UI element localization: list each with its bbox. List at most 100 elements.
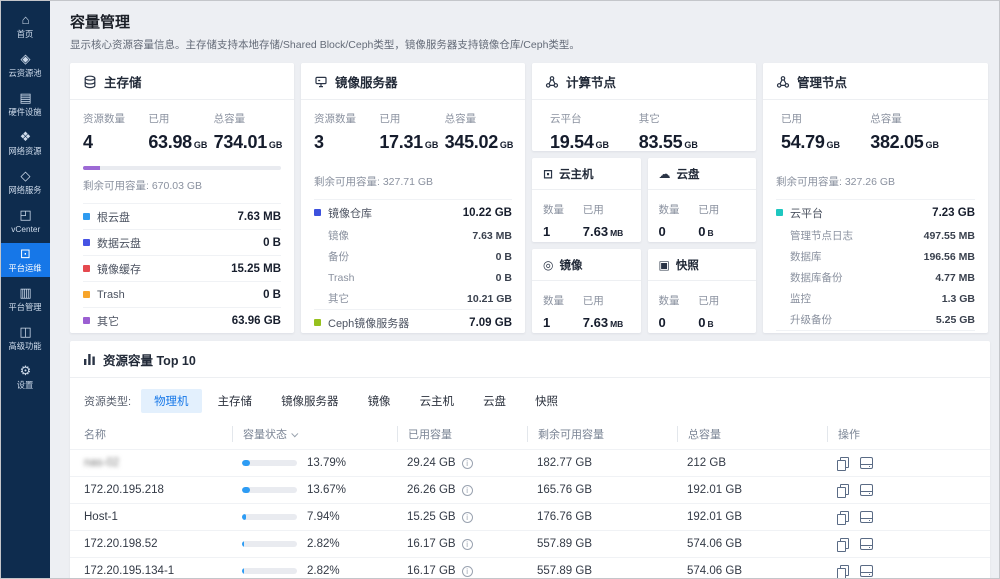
mini-card-title: 云主机: [559, 166, 594, 182]
copy-icon[interactable]: [837, 484, 848, 497]
resource-type-tab[interactable]: 快照: [522, 389, 571, 413]
sidebar-item[interactable]: ⚙ 设置: [1, 360, 50, 394]
stat-value: 345.02GB: [445, 132, 510, 153]
list-group: 镜像仓库 10.22 GB 镜像 7.63 MB: [314, 199, 512, 309]
sidebar-item[interactable]: ◫ 高级功能: [1, 321, 50, 355]
sidebar-item[interactable]: ◇ 网络服务: [1, 165, 50, 199]
cell-name: 172.20.195.134-1: [84, 565, 232, 577]
sidebar-item-icon: ◫: [19, 325, 31, 339]
list-item-label: 云平台: [790, 205, 932, 221]
resource-type-tab[interactable]: 云主机: [407, 389, 468, 413]
sidebar-item[interactable]: ◰ vCenter: [1, 204, 50, 238]
stat-value: 54.79GB: [781, 132, 870, 153]
resource-type-tab[interactable]: 云盘: [470, 389, 519, 413]
sidebar-item[interactable]: ❖ 网络资源: [1, 126, 50, 160]
cell-actions: [827, 538, 976, 551]
used-value: 0B: [698, 224, 738, 239]
image-server-header: 镜像服务器: [301, 63, 525, 100]
bar-chart-icon: [83, 353, 96, 366]
cell-actions: [827, 565, 976, 578]
info-icon[interactable]: [462, 485, 473, 496]
stat-label: 云平台: [550, 111, 639, 126]
mini-card-header: ◎ 镜像: [532, 249, 641, 281]
management-node-remaining: 剩余可用容量: 327.26 GB: [763, 174, 988, 195]
copy-icon[interactable]: [837, 538, 848, 551]
copy-icon[interactable]: [837, 511, 848, 524]
column-name: 名称: [84, 426, 232, 442]
used-value: 7.63MB: [583, 224, 623, 239]
sidebar-item[interactable]: ▥ 平台管理: [1, 282, 50, 316]
info-icon[interactable]: [462, 566, 473, 577]
cell-total: 192.01 GB: [677, 511, 827, 523]
disk-icon[interactable]: [860, 538, 873, 550]
resource-type-tab[interactable]: 镜像服务器: [268, 389, 352, 413]
cell-remaining: 182.77 GB: [527, 457, 677, 469]
list-item-label: 其它: [97, 313, 232, 329]
resource-icon: ◎: [543, 258, 553, 272]
cell-remaining: 165.76 GB: [527, 484, 677, 496]
sub-item-value: 0 B: [496, 251, 512, 263]
resource-icon: ⊡: [543, 167, 553, 181]
legend-bullet: [83, 239, 90, 246]
info-icon[interactable]: [462, 539, 473, 550]
cell-used: 15.25 GB: [397, 511, 527, 523]
list-item-label: Trash: [97, 289, 263, 301]
cell-total: 574.06 GB: [677, 565, 827, 577]
sub-list-item: 管理节点日志 497.55 MB: [776, 225, 975, 246]
sidebar-item[interactable]: ⊡ 平台运维: [1, 243, 50, 277]
sub-item-label: 数据库备份: [790, 270, 935, 285]
management-node-stats: 已用 54.79GB 总容量 382.05GB: [763, 100, 988, 153]
info-icon[interactable]: [462, 458, 473, 469]
stat-value: 83.55GB: [639, 132, 728, 151]
used-stat: 已用 0B: [698, 293, 738, 330]
count-label: 数量: [659, 202, 699, 217]
primary-storage-card: 主存储 资源数量 4 已用 63.98GB: [70, 63, 294, 333]
sidebar-item-icon: ⊡: [20, 247, 31, 261]
management-node-card: 管理节点 已用 54.79GB 总容量 382.05GB: [763, 63, 988, 333]
sidebar-item-label: 硬件设施: [9, 107, 42, 117]
sub-list: 管理节点日志 497.55 MB 数据库 196.56 MB: [776, 225, 975, 330]
sidebar-item[interactable]: ▤ 硬件设施: [1, 87, 50, 121]
list-group: 云平台 7.23 GB 管理节点日志 497.55 MB: [776, 199, 975, 330]
copy-icon[interactable]: [837, 457, 848, 470]
sidebar-item[interactable]: ◈ 云资源池: [1, 48, 50, 82]
disk-icon[interactable]: [860, 511, 873, 523]
cell-used: 26.26 GB: [397, 484, 527, 496]
disk-icon[interactable]: [860, 484, 873, 496]
sub-item-value: 7.63 MB: [472, 230, 512, 242]
sub-list-item: 升级备份 5.25 GB: [776, 309, 975, 330]
capacity-bar: [242, 460, 297, 466]
capacity-percent: 13.79%: [307, 457, 346, 469]
list-item-label: 根云盘: [97, 209, 238, 225]
sidebar-item-icon: ◰: [19, 208, 31, 222]
resource-type-tab[interactable]: 主存储: [205, 389, 266, 413]
cell-remaining: 557.89 GB: [527, 538, 677, 550]
count-label: 数量: [659, 293, 699, 308]
list-item: 云平台 7.23 GB: [776, 199, 975, 225]
resource-type-tab[interactable]: 物理机: [141, 389, 202, 413]
stat: 资源数量 3: [314, 111, 379, 153]
legend-bullet: [776, 209, 783, 216]
resource-type-tab[interactable]: 镜像: [355, 389, 404, 413]
cell-capacity-status: 2.82%: [232, 538, 397, 550]
primary-storage-list: 根云盘 7.63 MB 数据云盘 0 B 镜像缓存: [70, 203, 294, 333]
used-label: 已用: [698, 293, 738, 308]
capacity-percent: 2.82%: [307, 565, 340, 577]
table-row: 172.20.195.134-1 2.82% 16.17 GB 557.89 G…: [70, 557, 990, 578]
resource-type-tabs: 物理机 主存储 镜像服务器 镜像 云主机 云盘 快照: [141, 389, 571, 413]
disk-icon[interactable]: [860, 457, 873, 469]
top10-title: 资源容量 Top 10: [103, 350, 196, 369]
sub-item-value: 10.21 GB: [467, 293, 512, 305]
legend-bullet: [83, 213, 90, 220]
column-capacity-status[interactable]: 容量状态: [232, 426, 397, 442]
cell-total: 574.06 GB: [677, 538, 827, 550]
sidebar-item-label: 网络服务: [9, 185, 42, 195]
count-value: 1: [543, 315, 583, 330]
info-icon[interactable]: [462, 512, 473, 523]
sidebar-item-icon: ▥: [19, 286, 31, 300]
sub-list-item: 镜像 7.63 MB: [314, 225, 512, 246]
disk-icon[interactable]: [860, 565, 873, 577]
sidebar-item[interactable]: ⌂ 首页: [1, 9, 50, 43]
copy-icon[interactable]: [837, 565, 848, 578]
stat-value: 4: [83, 132, 148, 153]
